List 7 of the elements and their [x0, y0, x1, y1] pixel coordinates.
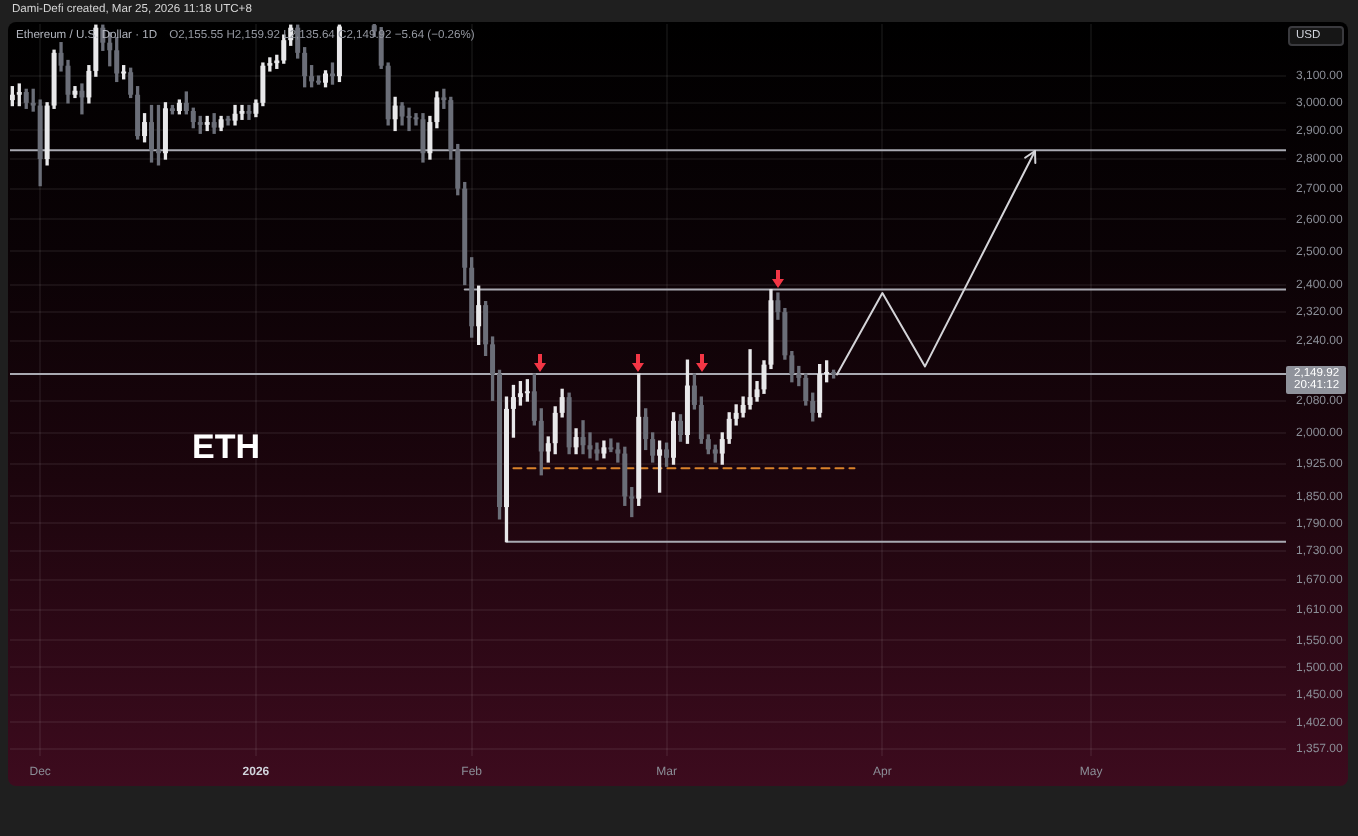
- candlestick: [747, 349, 753, 410]
- candlestick: [225, 115, 231, 126]
- candlestick: [239, 104, 245, 120]
- candlestick: [406, 107, 412, 132]
- candlestick: [580, 420, 586, 455]
- annotation: ETH: [192, 428, 260, 466]
- candlestick: [246, 104, 252, 120]
